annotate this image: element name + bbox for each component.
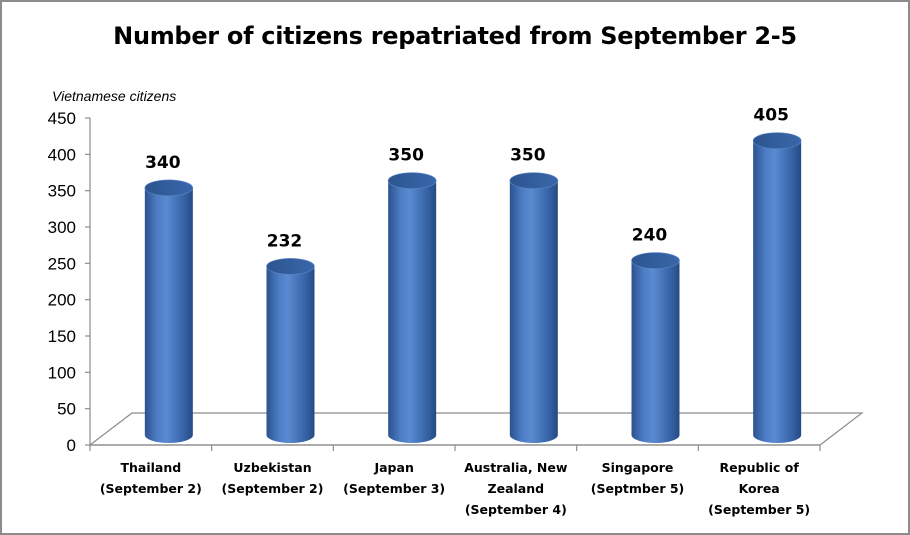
bar-top [387,172,437,189]
bar-top [144,179,194,197]
bar-top [266,258,315,275]
bar-body [388,180,437,443]
data-label: 232 [267,231,303,251]
x-category-label-line: (September 3) [343,481,445,496]
bar-body [631,260,680,443]
x-category-label-line: (September 4) [465,502,567,517]
x-category-label-line: Korea [739,481,780,496]
y-tick-label: 450 [48,109,76,128]
data-label: 350 [388,146,424,166]
x-category-label-line: Republic of [720,460,800,475]
x-category-label: Uzbekistan (September 2) [222,460,324,496]
bar-top [752,132,802,149]
y-tick-label: 350 [48,182,76,201]
x-category-label: Republic of Korea (September 5) [708,460,810,517]
data-label: 340 [145,153,181,173]
x-category-label-line: (September 5) [708,502,810,517]
y-tick-label: 100 [48,363,76,382]
x-category-label-line: (September 2) [222,481,324,496]
y-axis-unit-label: Vietnamese citizens [52,88,177,104]
y-axis: 0 50 100 150 200 250 300 350 400 450 [48,109,821,455]
bar [631,252,680,443]
x-category-label: Australia, New Zealand (September 4) [464,460,568,517]
x-category-label-line: Singapore [602,460,674,475]
x-category-label-line: Australia, New [464,460,568,475]
x-category-label-line: Zealand [488,481,545,496]
bar-body [266,266,315,443]
y-tick-label: 400 [48,145,76,164]
y-tick-label: 300 [48,218,76,237]
x-category-label: Thailand (September 2) [100,460,202,496]
bar [752,132,802,443]
floor-plane [88,412,864,446]
chart-title: Number of citizens repatriated from Sept… [113,22,797,50]
bar-top [509,172,559,189]
y-tick-label: 200 [48,291,76,310]
bar-body [144,187,193,443]
bar [387,172,437,443]
data-label: 350 [510,146,546,166]
chart-floor [88,412,864,446]
bar-body [753,140,802,443]
y-tick-label: 250 [48,254,76,273]
y-tick-label: 0 [67,436,76,455]
x-category-label-line: (September 2) [100,481,202,496]
x-category-label: Japan (September 3) [343,460,445,496]
x-category-label: Singapore (Septmber 5) [591,460,685,496]
y-tick-label: 50 [57,400,76,419]
x-category-label-line: Thailand [120,460,181,475]
bar-top [631,252,680,269]
bar [266,258,315,443]
bar [144,179,194,443]
x-axis-categories: Thailand (September 2) Uzbekistan (Septembe… [100,460,810,517]
x-category-label-line: (Septmber 5) [591,481,685,496]
y-tick-label: 150 [48,327,76,346]
data-label: 405 [753,106,789,126]
x-category-label-line: Uzbekistan [233,460,311,475]
data-label: 240 [632,226,668,246]
data-labels: 340 232 350 350 240 405 [145,106,789,252]
bar [509,172,559,443]
bars [144,132,802,443]
bar-body [509,180,558,443]
x-category-label-line: Japan [373,460,413,475]
